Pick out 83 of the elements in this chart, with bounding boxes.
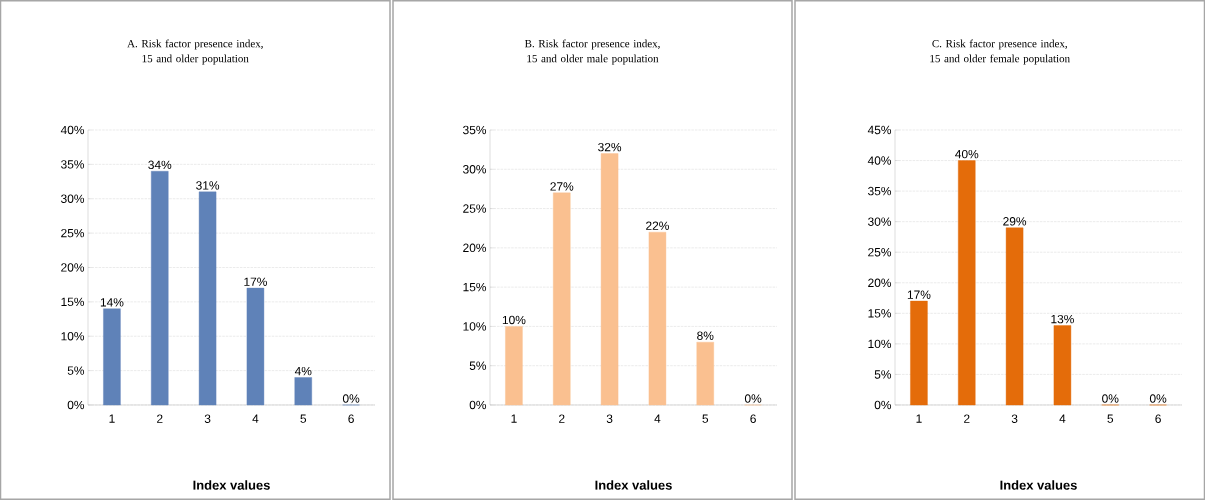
x-tick-label: 1 [109, 414, 115, 423]
bar [600, 153, 619, 406]
x-tick-label: 5 [300, 414, 307, 423]
bar [1053, 325, 1072, 406]
x-tick-label: 1 [511, 414, 517, 423]
data-label: 31% [196, 181, 220, 190]
y-tick-label: 30% [61, 194, 85, 203]
data-label: 34% [148, 160, 172, 170]
bar [151, 171, 169, 406]
x-axis-title: Index values [193, 480, 270, 490]
y-tick-label: 35% [61, 160, 85, 169]
y-tick-label: 10% [61, 332, 85, 341]
x-tick-label: 1 [916, 414, 922, 423]
x-axis-title: Index values [595, 480, 672, 490]
chart-title: A. Risk factor presence index, 15 and older population [127, 39, 263, 65]
bar [294, 377, 312, 406]
x-tick-label: 4 [252, 414, 259, 423]
bar [696, 341, 714, 406]
data-label: 29% [1003, 217, 1027, 226]
bar [103, 308, 121, 406]
x-tick-label: 4 [1059, 414, 1066, 423]
y-tick-label: 45% [867, 125, 892, 135]
x-tick-label: 3 [1011, 414, 1018, 423]
x-tick-label: 3 [606, 414, 613, 423]
data-label: 0% [1102, 394, 1119, 403]
data-label: 0% [1149, 394, 1167, 403]
data-label: 22% [646, 221, 669, 230]
y-tick-label: 15% [61, 297, 85, 307]
y-tick-label: 25% [61, 228, 85, 238]
data-label: 17% [244, 277, 267, 286]
y-tick-label: 5% [469, 361, 487, 370]
data-label: 17% [907, 290, 931, 299]
y-tick-label: 10% [868, 339, 892, 349]
x-tick-label: 6 [750, 414, 756, 423]
y-tick-label: 35% [868, 186, 892, 196]
y-tick-label: 10% [463, 322, 487, 331]
bar [246, 287, 265, 406]
y-tick-label: 25% [868, 247, 892, 257]
x-tick-label: 2 [964, 414, 970, 423]
y-tick-label: 35% [463, 125, 487, 135]
y-tick-label: 40% [60, 125, 85, 135]
x-tick-label: 4 [654, 414, 661, 423]
x-tick-label: 3 [204, 414, 211, 423]
y-tick-label: 0% [874, 400, 892, 410]
y-tick-label: 20% [463, 243, 487, 253]
bar [910, 300, 928, 406]
y-tick-label: 5% [67, 366, 85, 375]
bar [553, 192, 571, 406]
bar [648, 231, 667, 406]
data-label: 0% [744, 394, 762, 403]
x-axis-title: Index values [1000, 480, 1077, 490]
x-tick-label: 2 [559, 414, 565, 423]
y-tick-label: 40% [867, 156, 892, 165]
chart-title: B. Risk factor presence index, 15 and older male population [524, 39, 660, 65]
bar [505, 326, 523, 406]
y-tick-label: 25% [463, 204, 487, 213]
x-tick-label: 6 [348, 414, 354, 423]
data-label: 0% [342, 394, 360, 403]
y-tick-label: 15% [868, 309, 892, 318]
data-label: 8% [697, 331, 714, 340]
data-label: 40% [955, 149, 979, 159]
y-tick-label: 20% [61, 263, 85, 272]
data-label: 14% [100, 298, 124, 307]
y-tick-label: 0% [67, 400, 85, 410]
data-label: 27% [550, 182, 574, 191]
data-label: 10% [502, 315, 526, 325]
x-tick-label: 5 [1107, 414, 1114, 423]
data-label: 13% [1051, 314, 1074, 324]
bar [1005, 227, 1024, 406]
data-label: 4% [294, 366, 312, 376]
y-tick-label: 15% [463, 282, 487, 292]
x-tick-label: 6 [1155, 414, 1161, 423]
chart-title: C. Risk factor presence index, 15 and older female population [930, 39, 1070, 65]
y-tick-label: 0% [469, 400, 487, 410]
x-tick-label: 2 [157, 414, 163, 423]
bar [198, 191, 217, 406]
y-tick-label: 20% [868, 278, 892, 287]
y-tick-label: 30% [868, 217, 892, 226]
x-tick-label: 5 [702, 414, 709, 423]
y-tick-label: 5% [874, 370, 892, 379]
bar [958, 160, 976, 406]
y-tick-label: 30% [463, 165, 487, 174]
data-label: 32% [598, 142, 622, 152]
